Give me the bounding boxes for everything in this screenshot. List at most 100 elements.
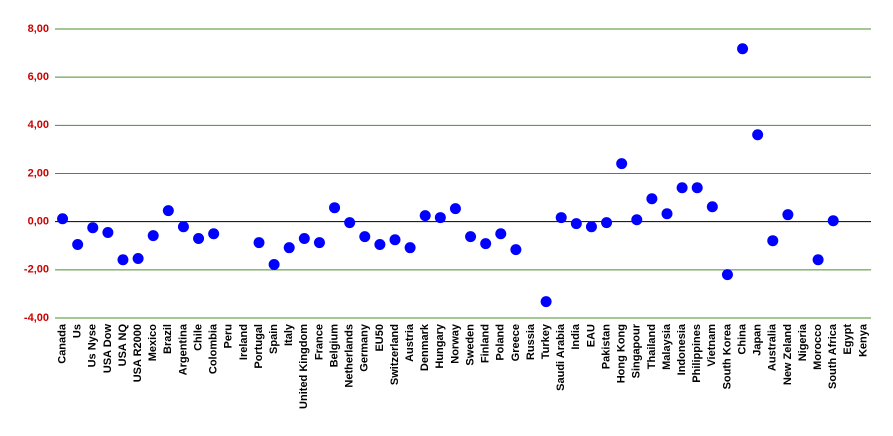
x-tick-label: Argentina <box>177 323 189 375</box>
point <box>419 210 431 222</box>
x-tick-label: Ireland <box>238 324 250 360</box>
x-tick-label: Chile <box>192 324 204 351</box>
point <box>812 254 824 266</box>
x-tick-label: USA R2000 <box>132 324 144 382</box>
point <box>298 233 310 245</box>
x-tick-label: Colombia <box>208 323 220 374</box>
x-tick-label: Poland <box>495 324 507 361</box>
x-tick-label: USA NQ <box>117 324 129 367</box>
y-tick-label: -4,00 <box>24 312 49 324</box>
point <box>631 214 643 226</box>
point <box>555 212 567 224</box>
point <box>570 218 582 230</box>
x-tick-label: South Africa <box>827 323 839 389</box>
x-tick-label: Canada <box>56 323 68 364</box>
point <box>616 158 628 170</box>
point <box>540 296 552 308</box>
x-tick-label: Egypt <box>842 324 854 355</box>
point <box>72 239 84 251</box>
point <box>132 253 144 265</box>
point <box>767 235 779 247</box>
x-tick-label: USA Dow <box>102 324 114 374</box>
point <box>661 208 673 220</box>
x-tick-label: Japan <box>752 324 764 356</box>
point <box>434 212 446 224</box>
x-tick-label: Indonesia <box>676 323 688 375</box>
point <box>268 259 280 271</box>
x-tick-label: India <box>570 323 582 350</box>
point <box>87 222 99 234</box>
x-tick-label: Saudi Arabia <box>555 323 567 391</box>
point <box>117 254 129 266</box>
x-tick-label: Italy <box>283 323 295 346</box>
point <box>646 193 658 205</box>
x-tick-label: Peru <box>223 324 235 348</box>
point <box>691 182 703 194</box>
x-tick-label: Vietnam <box>706 324 718 367</box>
y-tick-label: 0,00 <box>28 216 49 228</box>
point <box>177 221 189 233</box>
x-tick-label: South Korea <box>721 323 733 389</box>
x-tick-label: Portugal <box>253 324 265 369</box>
x-tick-label: Morocco <box>812 324 824 370</box>
point <box>585 221 597 233</box>
y-tick-label: 2,00 <box>28 167 49 179</box>
x-tick-label: Thailand <box>646 324 658 369</box>
x-tick-label: China <box>736 323 748 354</box>
point <box>253 237 265 249</box>
x-tick-label: Russia <box>525 323 537 360</box>
x-tick-label: Denmark <box>419 323 431 371</box>
x-tick-label: France <box>313 324 325 360</box>
x-tick-label: Philippines <box>691 324 703 383</box>
x-tick-label: Belgium <box>328 324 340 368</box>
x-tick-label: Nigeria <box>797 323 809 361</box>
point <box>721 269 733 281</box>
point <box>601 217 613 229</box>
x-tick-label: Hungary <box>434 323 446 369</box>
x-tick-label: New Zeland <box>782 324 794 385</box>
point <box>389 234 401 246</box>
x-tick-label: Us <box>72 324 84 338</box>
x-tick-label: Turkey <box>540 323 552 359</box>
point <box>193 233 205 245</box>
x-tick-label: Australia <box>767 323 779 371</box>
x-tick-label: Singapour <box>631 323 643 378</box>
y-tick-label: 8,00 <box>28 23 49 35</box>
point <box>465 231 477 243</box>
x-tick-label: Spain <box>268 324 280 354</box>
point <box>344 217 356 229</box>
x-tick-label: Switzerland <box>389 324 401 385</box>
y-tick-label: 4,00 <box>28 119 49 131</box>
x-tick-label: Hong Kong <box>616 324 628 383</box>
x-tick-label: Sweden <box>464 324 476 366</box>
point <box>359 231 371 243</box>
point <box>782 209 794 221</box>
x-tick-label: Finland <box>480 324 492 363</box>
point <box>283 242 295 254</box>
point <box>162 205 174 217</box>
point <box>449 203 461 215</box>
x-tick-label: Brazil <box>162 324 174 354</box>
point <box>208 228 220 240</box>
x-tick-label: Kenya <box>857 323 869 357</box>
x-tick-label: Germany <box>359 323 371 372</box>
x-tick-label: Mexico <box>147 324 159 362</box>
y-tick-label: 6,00 <box>28 71 49 83</box>
point <box>374 239 386 251</box>
point <box>827 215 839 227</box>
point <box>404 242 416 254</box>
x-tick-label: United Kingdom <box>298 324 310 409</box>
point <box>480 238 492 250</box>
point <box>706 201 718 213</box>
x-tick-label: Norway <box>449 323 461 364</box>
point <box>329 202 341 214</box>
point <box>313 237 325 249</box>
point <box>676 182 688 194</box>
point <box>57 213 69 225</box>
point <box>495 228 507 240</box>
point <box>510 244 522 256</box>
x-tick-label: EU50 <box>374 324 386 352</box>
point <box>752 129 764 141</box>
point <box>737 43 749 55</box>
